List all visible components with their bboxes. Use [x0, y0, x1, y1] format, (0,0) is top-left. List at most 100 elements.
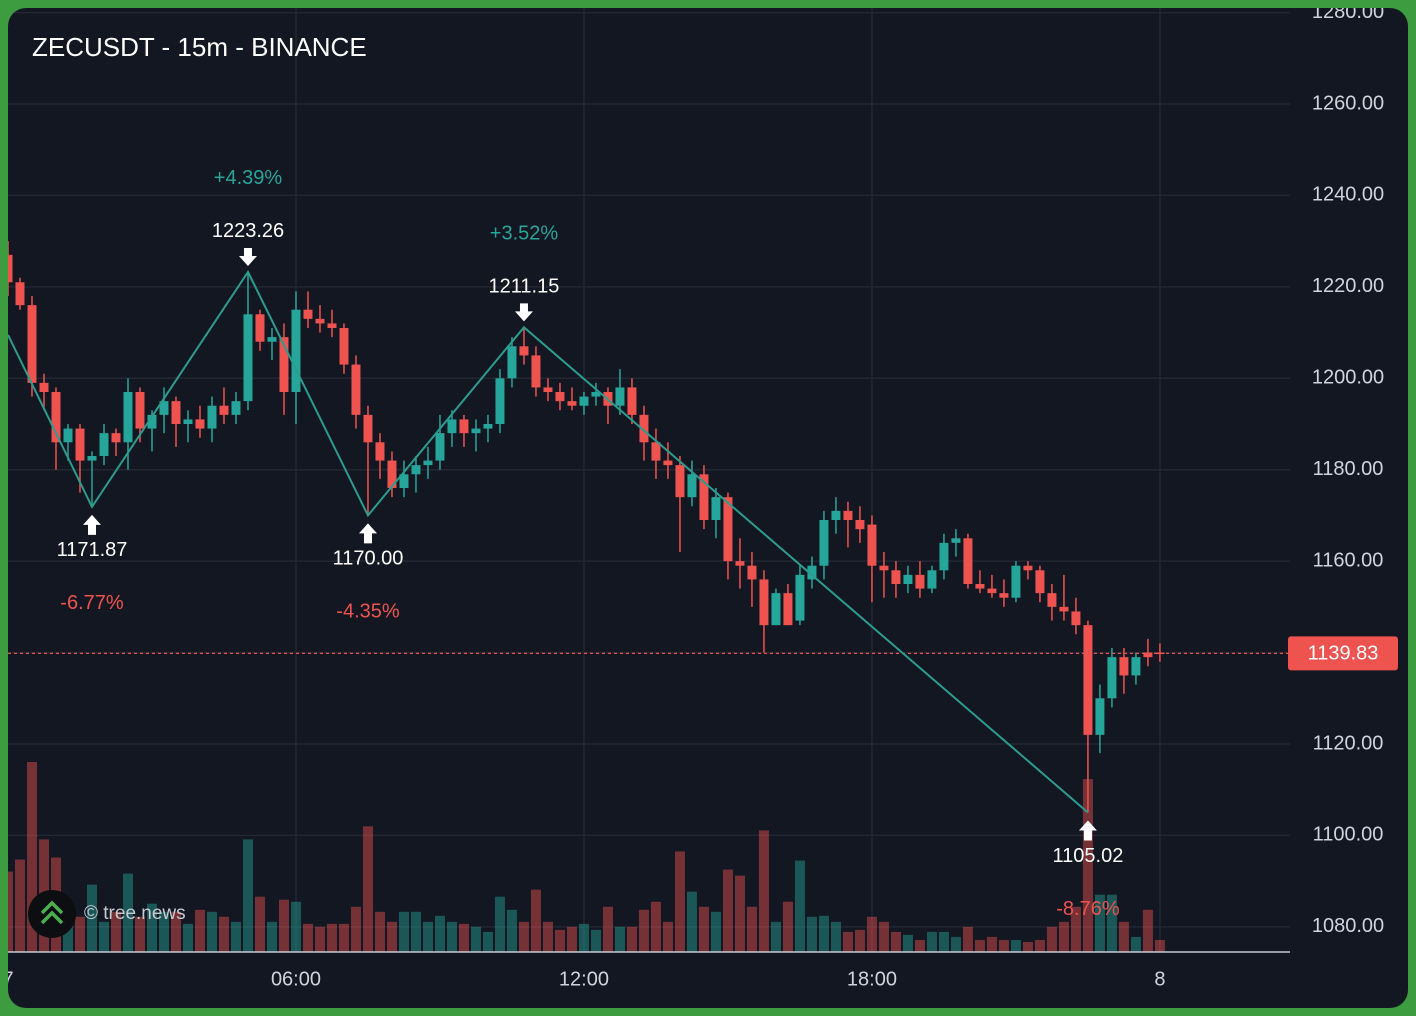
candle-body — [255, 314, 265, 342]
pivot-arrow — [82, 514, 101, 535]
candle-body — [1071, 611, 1081, 626]
candle-body — [939, 542, 949, 571]
y-tick-label: 1120.00 — [1313, 732, 1384, 754]
volume-bar — [482, 931, 493, 952]
volume-bar — [722, 869, 733, 952]
y-tick-label: 1240.00 — [1312, 184, 1384, 206]
candle-body — [615, 387, 625, 406]
volume-bar — [1118, 921, 1129, 952]
candle-body — [1095, 698, 1105, 735]
volume-bar — [794, 860, 805, 952]
x-tick-label: 18:00 — [847, 968, 897, 990]
candle-body — [459, 419, 469, 434]
candle-body — [747, 565, 757, 580]
pivot-label: 1223.26 — [212, 220, 284, 242]
volume-bar — [662, 921, 673, 952]
volume-bar — [1010, 939, 1021, 952]
candle-body — [75, 428, 85, 461]
candle-body — [51, 392, 61, 443]
volume-bar — [710, 911, 721, 952]
plot-area: 1171.87 -6.77% 1223.26 +4.39% 1170.00 -4.35% 1… — [8, 167, 1290, 952]
candle-body — [279, 337, 289, 392]
volume-bar — [470, 926, 481, 952]
candle-body — [243, 314, 253, 402]
volume-bar — [1058, 921, 1069, 952]
candle-body — [375, 442, 385, 461]
pivot-arrow — [238, 247, 257, 266]
axes: 1080.001100.001120.001140.001160.001180.… — [8, 8, 1398, 990]
candle-body — [627, 387, 637, 415]
volume-bar — [122, 873, 133, 952]
volume-bar — [446, 921, 457, 952]
volume-bar — [242, 839, 253, 952]
volume-bar — [962, 926, 973, 952]
candle-body — [147, 414, 157, 429]
volume-bar — [1082, 779, 1093, 952]
volume-bar — [890, 931, 901, 952]
candle-body — [123, 392, 133, 443]
candle-body — [579, 396, 589, 406]
volume-bar — [194, 909, 205, 952]
volume-bar — [1130, 936, 1141, 952]
candle-body — [807, 565, 817, 580]
candle-body — [411, 465, 421, 475]
volume-bar — [278, 899, 289, 952]
candle-body — [555, 392, 565, 402]
volume-bar — [374, 911, 385, 952]
pivot-change: -6.77% — [60, 592, 124, 614]
pivot-change: +4.39% — [214, 167, 283, 189]
candle-body — [423, 460, 433, 466]
pivot-label: 1170.00 — [333, 548, 404, 570]
candle-body — [219, 405, 229, 415]
candle-body — [1047, 593, 1057, 607]
last-price-box — [1288, 636, 1398, 671]
volume-bar — [638, 909, 649, 952]
volume-bar — [146, 903, 157, 952]
candle-body — [891, 570, 901, 584]
candle-body — [135, 392, 145, 429]
x-tick-label: 8 — [1154, 968, 1165, 990]
volume-bar — [362, 826, 373, 952]
y-tick-label: 1100.00 — [1313, 824, 1384, 846]
y-tick-label: 1080.00 — [1312, 915, 1384, 937]
zigzag-line — [8, 269, 1089, 814]
candle-body — [915, 574, 925, 589]
candle-body — [735, 561, 745, 566]
candle-body — [927, 570, 937, 589]
volume-bar — [902, 934, 913, 952]
pivot-label: 1171.87 — [57, 539, 128, 561]
candle-body — [1059, 606, 1069, 612]
volume-bar — [938, 931, 949, 952]
volume-bar — [506, 909, 517, 952]
volume-bar — [650, 901, 661, 952]
candle-body — [831, 510, 841, 520]
candle-body — [99, 433, 109, 456]
candle-body — [303, 309, 313, 319]
volume-bar — [530, 889, 541, 952]
volume-bar — [326, 923, 337, 952]
volume-bar — [266, 921, 277, 952]
volume-bar — [854, 929, 865, 952]
candle-body — [399, 474, 409, 488]
pivot-change: -4.35% — [336, 601, 400, 623]
volume-bar — [950, 936, 961, 952]
candle-body — [1131, 657, 1141, 676]
volume-bar — [758, 830, 769, 952]
volume-bar — [1034, 939, 1045, 952]
volume-bar — [878, 921, 889, 952]
volume-bar — [8, 871, 13, 952]
volume-bar — [1106, 894, 1117, 952]
candle-body — [171, 401, 181, 424]
volume-bar — [458, 923, 469, 952]
pivot-label: 1105.02 — [1053, 845, 1124, 867]
candle-body — [327, 323, 337, 328]
candle-body — [507, 346, 517, 379]
volume-bar — [578, 923, 589, 952]
volume-bar — [422, 921, 433, 952]
candle-body — [351, 364, 361, 415]
volume-bar — [1142, 909, 1153, 952]
candle-body — [8, 254, 13, 283]
volume-bar — [26, 762, 37, 952]
volume-bar — [542, 921, 553, 952]
volume-bar — [830, 921, 841, 952]
